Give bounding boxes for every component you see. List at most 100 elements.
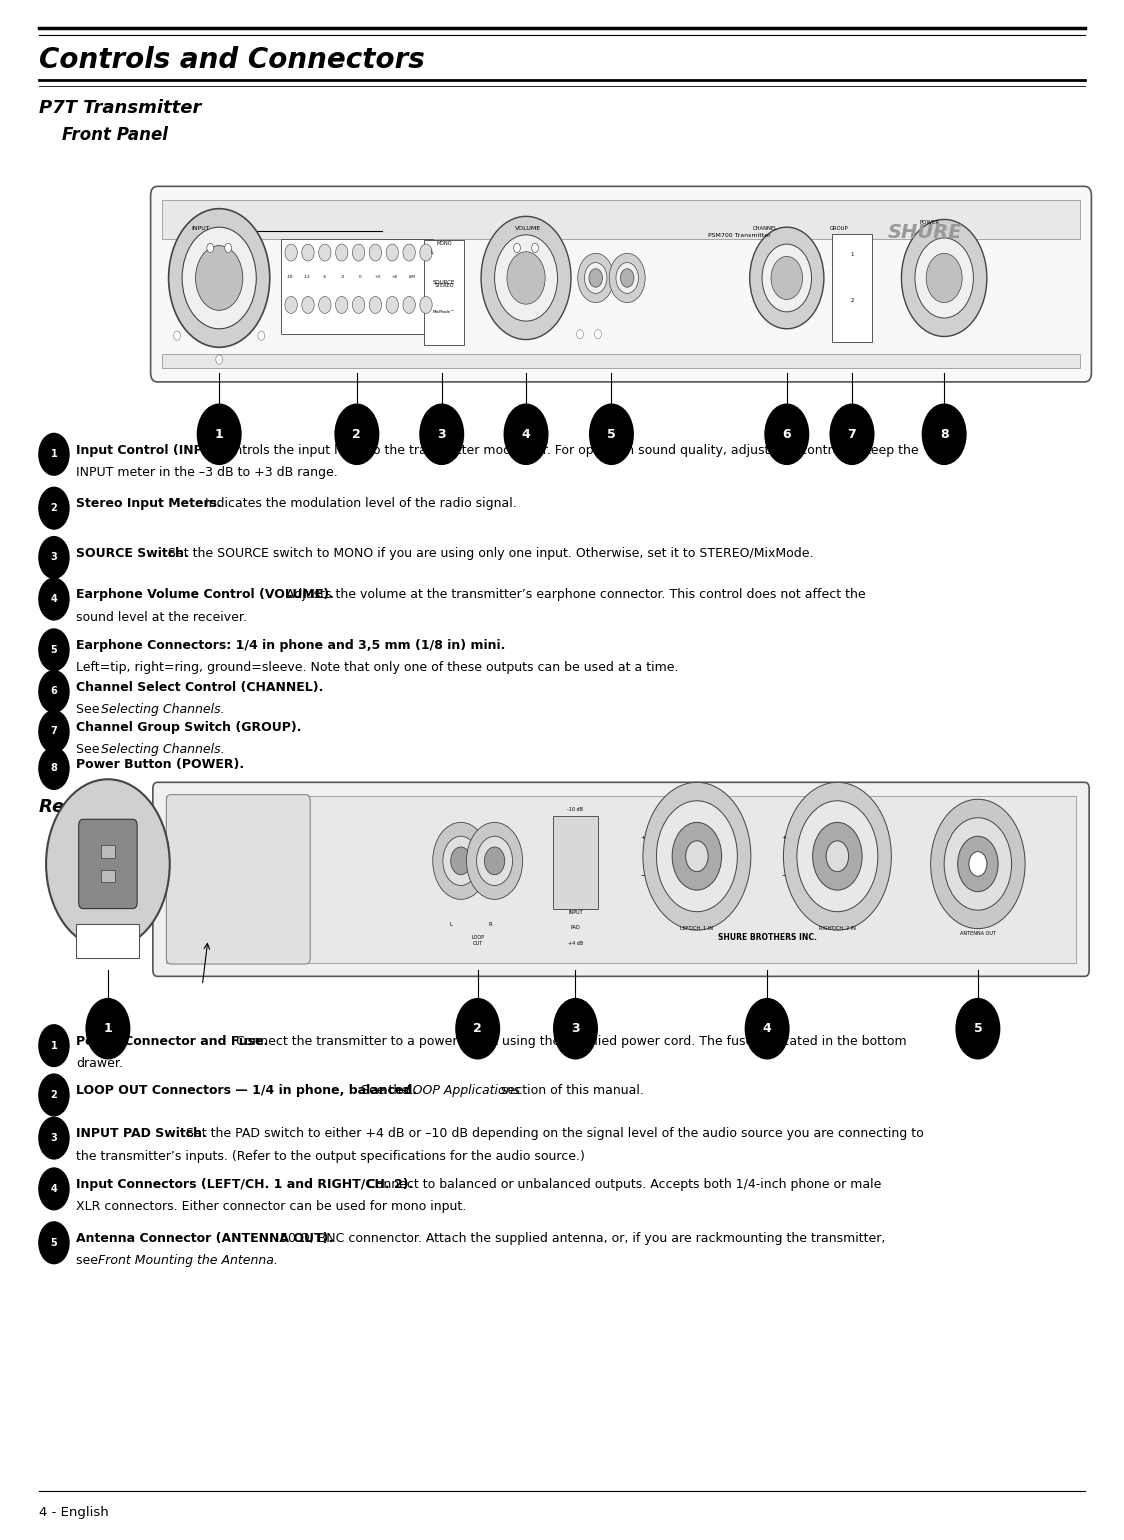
Text: LIM: LIM <box>409 276 416 279</box>
Text: ANTENNA OUT: ANTENNA OUT <box>960 932 996 936</box>
Text: Earphone Connectors: 1/4 in phone and 3,5 mm (1/8 in) mini.: Earphone Connectors: 1/4 in phone and 3,… <box>76 639 506 651</box>
Circle shape <box>38 670 70 713</box>
Circle shape <box>451 847 471 875</box>
Bar <box>101 845 115 858</box>
Text: Set the PAD switch to either +4 dB or –10 dB depending on the signal level of th: Set the PAD switch to either +4 dB or –1… <box>182 1127 924 1140</box>
Text: INPUT PAD Switch.: INPUT PAD Switch. <box>76 1127 207 1140</box>
Circle shape <box>507 251 545 305</box>
Text: 1: 1 <box>215 428 224 440</box>
Text: 8: 8 <box>51 764 57 773</box>
Circle shape <box>197 403 242 465</box>
Text: Selecting Channels.: Selecting Channels. <box>101 742 225 756</box>
Text: PSM700 Transmitter: PSM700 Transmitter <box>708 233 771 237</box>
Circle shape <box>455 998 500 1060</box>
Text: LOOP OUT Connectors — 1/4 in phone, balanced.: LOOP OUT Connectors — 1/4 in phone, bala… <box>76 1084 417 1096</box>
Circle shape <box>369 243 381 260</box>
Circle shape <box>335 296 348 313</box>
Circle shape <box>402 243 415 260</box>
Text: PUSH: PUSH <box>831 801 844 805</box>
FancyBboxPatch shape <box>79 819 137 909</box>
Text: INPUT meter in the –3 dB to +3 dB range.: INPUT meter in the –3 dB to +3 dB range. <box>76 465 338 479</box>
Text: Front Panel: Front Panel <box>62 126 167 145</box>
Text: See: See <box>76 742 103 756</box>
Circle shape <box>38 1024 70 1067</box>
Text: 2: 2 <box>850 299 854 303</box>
Circle shape <box>466 822 523 899</box>
Circle shape <box>958 836 998 892</box>
Text: 5: 5 <box>607 428 616 440</box>
Text: Antenna Connector (ANTENNA OUT).: Antenna Connector (ANTENNA OUT). <box>76 1232 334 1244</box>
Circle shape <box>955 998 1000 1060</box>
Text: R: R <box>489 922 492 927</box>
Circle shape <box>174 331 181 340</box>
Circle shape <box>484 847 505 875</box>
Bar <box>424 240 464 345</box>
Circle shape <box>433 822 489 899</box>
Circle shape <box>386 243 398 260</box>
Text: LEFT/CH. 1 IN: LEFT/CH. 1 IN <box>680 926 714 930</box>
Text: 0: 0 <box>359 276 361 279</box>
Circle shape <box>38 536 70 579</box>
Text: -18: -18 <box>287 276 293 279</box>
Text: 8: 8 <box>940 428 949 440</box>
Circle shape <box>672 822 722 890</box>
Circle shape <box>915 239 973 319</box>
Circle shape <box>335 403 380 465</box>
Circle shape <box>826 841 849 872</box>
Circle shape <box>196 246 243 311</box>
Text: Controls the input level to the transmitter modulator. For optimum sound quality: Controls the input level to the transmit… <box>214 444 918 456</box>
Text: 7: 7 <box>51 727 57 736</box>
Circle shape <box>926 253 962 303</box>
Circle shape <box>577 330 583 339</box>
Circle shape <box>620 268 634 286</box>
Circle shape <box>643 782 751 930</box>
Text: SOURCE: SOURCE <box>433 280 455 285</box>
Circle shape <box>419 296 432 313</box>
Circle shape <box>944 818 1012 910</box>
Circle shape <box>771 256 803 299</box>
Circle shape <box>616 262 638 294</box>
Circle shape <box>764 403 809 465</box>
Circle shape <box>595 330 601 339</box>
FancyBboxPatch shape <box>153 782 1089 976</box>
Circle shape <box>495 236 558 320</box>
Circle shape <box>38 1221 70 1264</box>
Text: Connect to balanced or unbalanced outputs. Accepts both 1/4-inch phone or male: Connect to balanced or unbalanced output… <box>363 1178 881 1190</box>
Circle shape <box>443 836 479 885</box>
Text: section of this manual.: section of this manual. <box>498 1084 644 1096</box>
Text: -12: -12 <box>305 276 311 279</box>
Text: 7: 7 <box>847 428 856 440</box>
Circle shape <box>38 1167 70 1210</box>
Circle shape <box>589 403 634 465</box>
Text: SOURCE Switch.: SOURCE Switch. <box>76 547 189 559</box>
Text: PUSH: PUSH <box>690 801 704 805</box>
Text: Indicates the modulation level of the radio signal.: Indicates the modulation level of the ra… <box>201 497 517 510</box>
Text: Stereo Input Meters.: Stereo Input Meters. <box>76 497 223 510</box>
Circle shape <box>922 403 967 465</box>
Bar <box>162 354 1080 368</box>
Circle shape <box>169 209 270 348</box>
Circle shape <box>38 433 70 476</box>
Circle shape <box>589 268 602 286</box>
Bar <box>832 234 872 342</box>
Circle shape <box>284 243 297 260</box>
Text: 1: 1 <box>51 1041 57 1050</box>
Text: sound level at the receiver.: sound level at the receiver. <box>76 610 247 624</box>
Bar <box>553 816 598 909</box>
Text: MixMode™: MixMode™ <box>433 310 455 314</box>
Text: +4 dB: +4 dB <box>568 941 583 946</box>
Bar <box>162 200 1080 239</box>
Circle shape <box>182 228 256 330</box>
Circle shape <box>216 356 223 365</box>
Circle shape <box>38 710 70 753</box>
Text: 5: 5 <box>973 1023 982 1035</box>
Text: XLR connectors. Either connector can be used for mono input.: XLR connectors. Either connector can be … <box>76 1201 466 1214</box>
Text: RIGHT/CH. 2 IN: RIGHT/CH. 2 IN <box>819 926 855 930</box>
Text: -3: -3 <box>341 276 345 279</box>
Text: STEREO: STEREO <box>434 283 454 288</box>
Circle shape <box>578 253 614 303</box>
Text: −: − <box>641 872 645 878</box>
Bar <box>166 796 1076 962</box>
Text: Power Button (POWER).: Power Button (POWER). <box>76 758 245 770</box>
Text: See: See <box>76 702 103 716</box>
